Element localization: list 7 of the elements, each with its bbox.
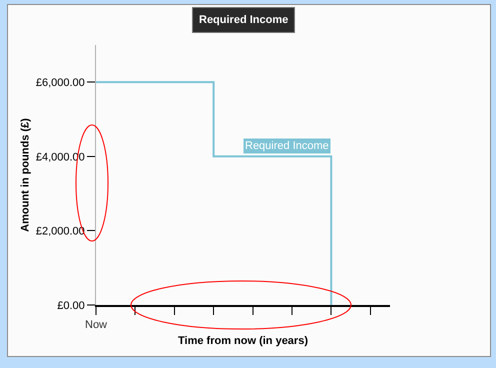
y-tick-label: £6,000.00 [36,76,85,89]
chart-title: Required Income [199,14,288,26]
x-axis-title: Time from now (in years) [178,334,308,347]
y-tick-label: £0.00 [57,300,85,312]
x-tick-label: Now [84,319,108,332]
y-axis-title: Amount in pounds (£) [20,118,32,232]
series-label: Required Income [245,140,329,152]
